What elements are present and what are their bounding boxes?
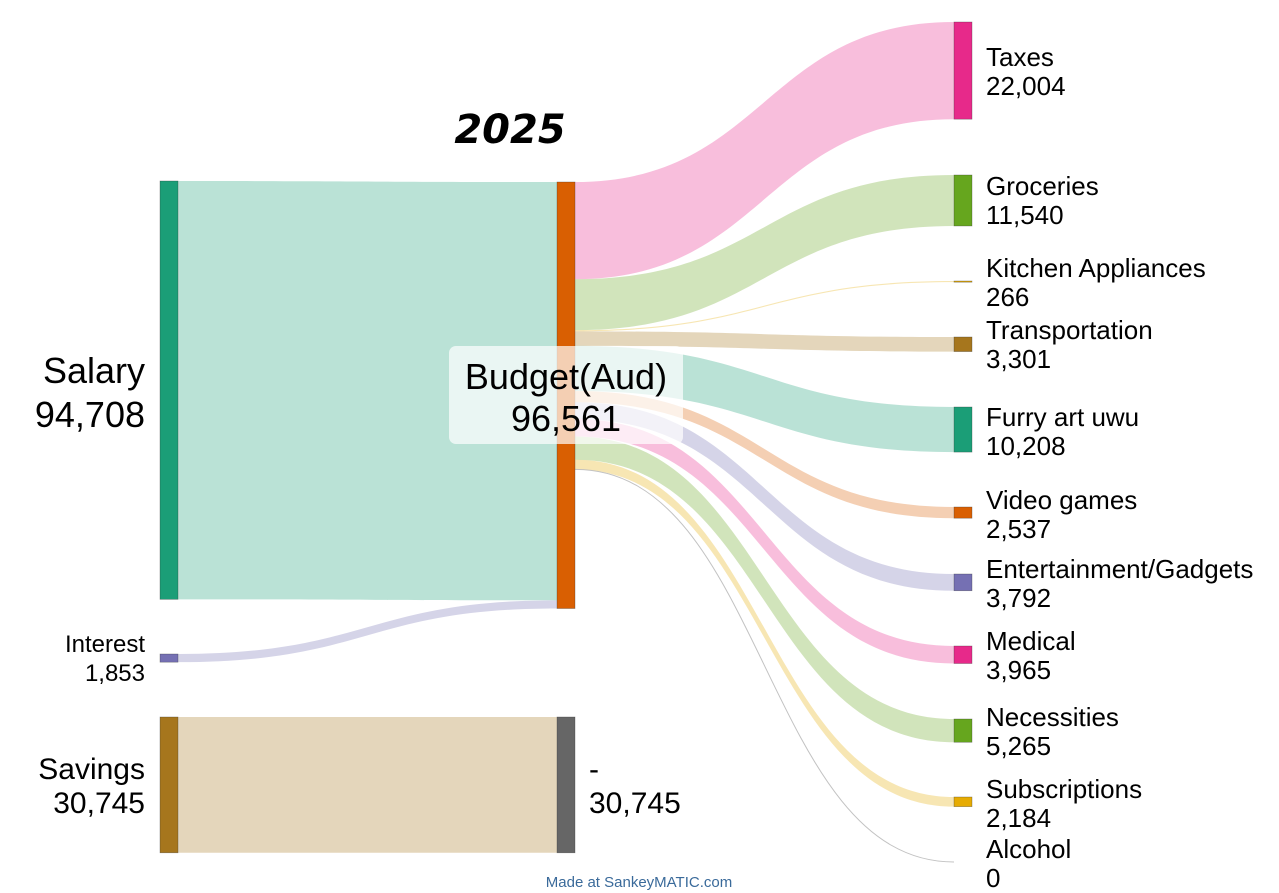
node-value-taxes: 22,004: [986, 71, 1066, 101]
node-value-dash: 30,745: [589, 787, 681, 820]
node-dash: [556, 716, 576, 854]
chart-title: 2025: [454, 107, 565, 153]
node-value-videogames: 2,537: [986, 514, 1051, 544]
node-label-budget: Budget(Aud) 96,561: [465, 356, 667, 439]
node-label-subscriptions: Subscriptions 2,184: [986, 774, 1142, 833]
flow-budget-alcohol: [574, 468, 955, 863]
flow-budget-taxes: [575, 22, 954, 280]
node-subscriptions: [953, 796, 973, 807]
node-label-salary: Salary 94,708: [35, 350, 145, 435]
node-entertainment: [953, 573, 973, 592]
node-label-entertainment: Entertainment/Gadgets 3,792: [986, 554, 1253, 613]
node-necessities: [953, 718, 973, 743]
node-label-alcohol: Alcohol 0: [986, 834, 1071, 893]
flow-interest-budget: [178, 600, 557, 663]
flow-budget-kitchen: [575, 281, 954, 332]
flow-budget-videogames: [575, 391, 954, 519]
flow-budget-entertainment: [575, 402, 954, 591]
node-value-interest: 1,853: [85, 660, 145, 687]
node-savings: [159, 716, 179, 854]
node-label-taxes: Taxes 22,004: [986, 42, 1066, 101]
node-layer: [159, 21, 973, 854]
node-value-groceries: 11,540: [986, 200, 1064, 230]
node-salary: [159, 180, 179, 600]
node-interest: [159, 653, 179, 663]
node-label-necessities: Necessities 5,265: [986, 702, 1119, 761]
node-label-dash: -30,745: [589, 753, 681, 820]
node-value-necessities: 5,265: [986, 731, 1051, 761]
flow-budget-subscriptions: [575, 459, 954, 807]
node-value-medical: 3,965: [986, 655, 1051, 685]
node-furry: [953, 406, 973, 453]
node-value-salary: 94,708: [35, 394, 145, 435]
label-layer: Salary 94,708 Interest 1,853 Savings 30,745 Bu…: [35, 42, 1254, 893]
flow-savings-dash: [178, 717, 557, 853]
node-label-groceries: Groceries 11,540: [986, 171, 1099, 230]
node-transportation: [953, 336, 973, 352]
node-value-kitchen: 266: [986, 282, 1029, 312]
node-label-transportation: Transportation 3,301: [986, 315, 1153, 374]
node-label-furry: Furry art uwu 10,208: [986, 402, 1139, 461]
credit-link[interactable]: Made at SankeyMATIC.com: [546, 874, 732, 891]
node-label-savings: Savings 30,745: [38, 753, 145, 820]
node-medical: [953, 645, 973, 664]
flow-budget-groceries: [575, 175, 954, 331]
node-groceries: [953, 174, 973, 227]
node-label-medical: Medical 3,965: [986, 626, 1076, 685]
node-value-savings: 30,745: [53, 787, 145, 820]
node-taxes: [953, 21, 973, 120]
flow-budget-transportation: [575, 331, 954, 352]
node-kitchen: [953, 280, 973, 283]
node-value-budget: 96,561: [511, 398, 621, 439]
node-label-kitchen: Kitchen Appliances 266: [986, 253, 1206, 312]
node-label-interest: Interest 1,853: [65, 631, 145, 687]
node-label-videogames: Video games 2,537: [986, 485, 1137, 544]
flow-salary-budget: [178, 181, 557, 601]
node-value-furry: 10,208: [986, 431, 1066, 461]
node-value-alcohol: 0: [986, 863, 1000, 893]
node-value-entertainment: 3,792: [986, 583, 1051, 613]
node-videogames: [953, 506, 973, 519]
node-value-subscriptions: 2,184: [986, 803, 1051, 833]
budget-label-backdrop: [449, 346, 683, 444]
flow-layer: [178, 22, 955, 863]
flow-budget-necessities: [575, 436, 954, 743]
node-value-transportation: 3,301: [986, 344, 1051, 374]
flow-budget-medical: [575, 418, 954, 664]
